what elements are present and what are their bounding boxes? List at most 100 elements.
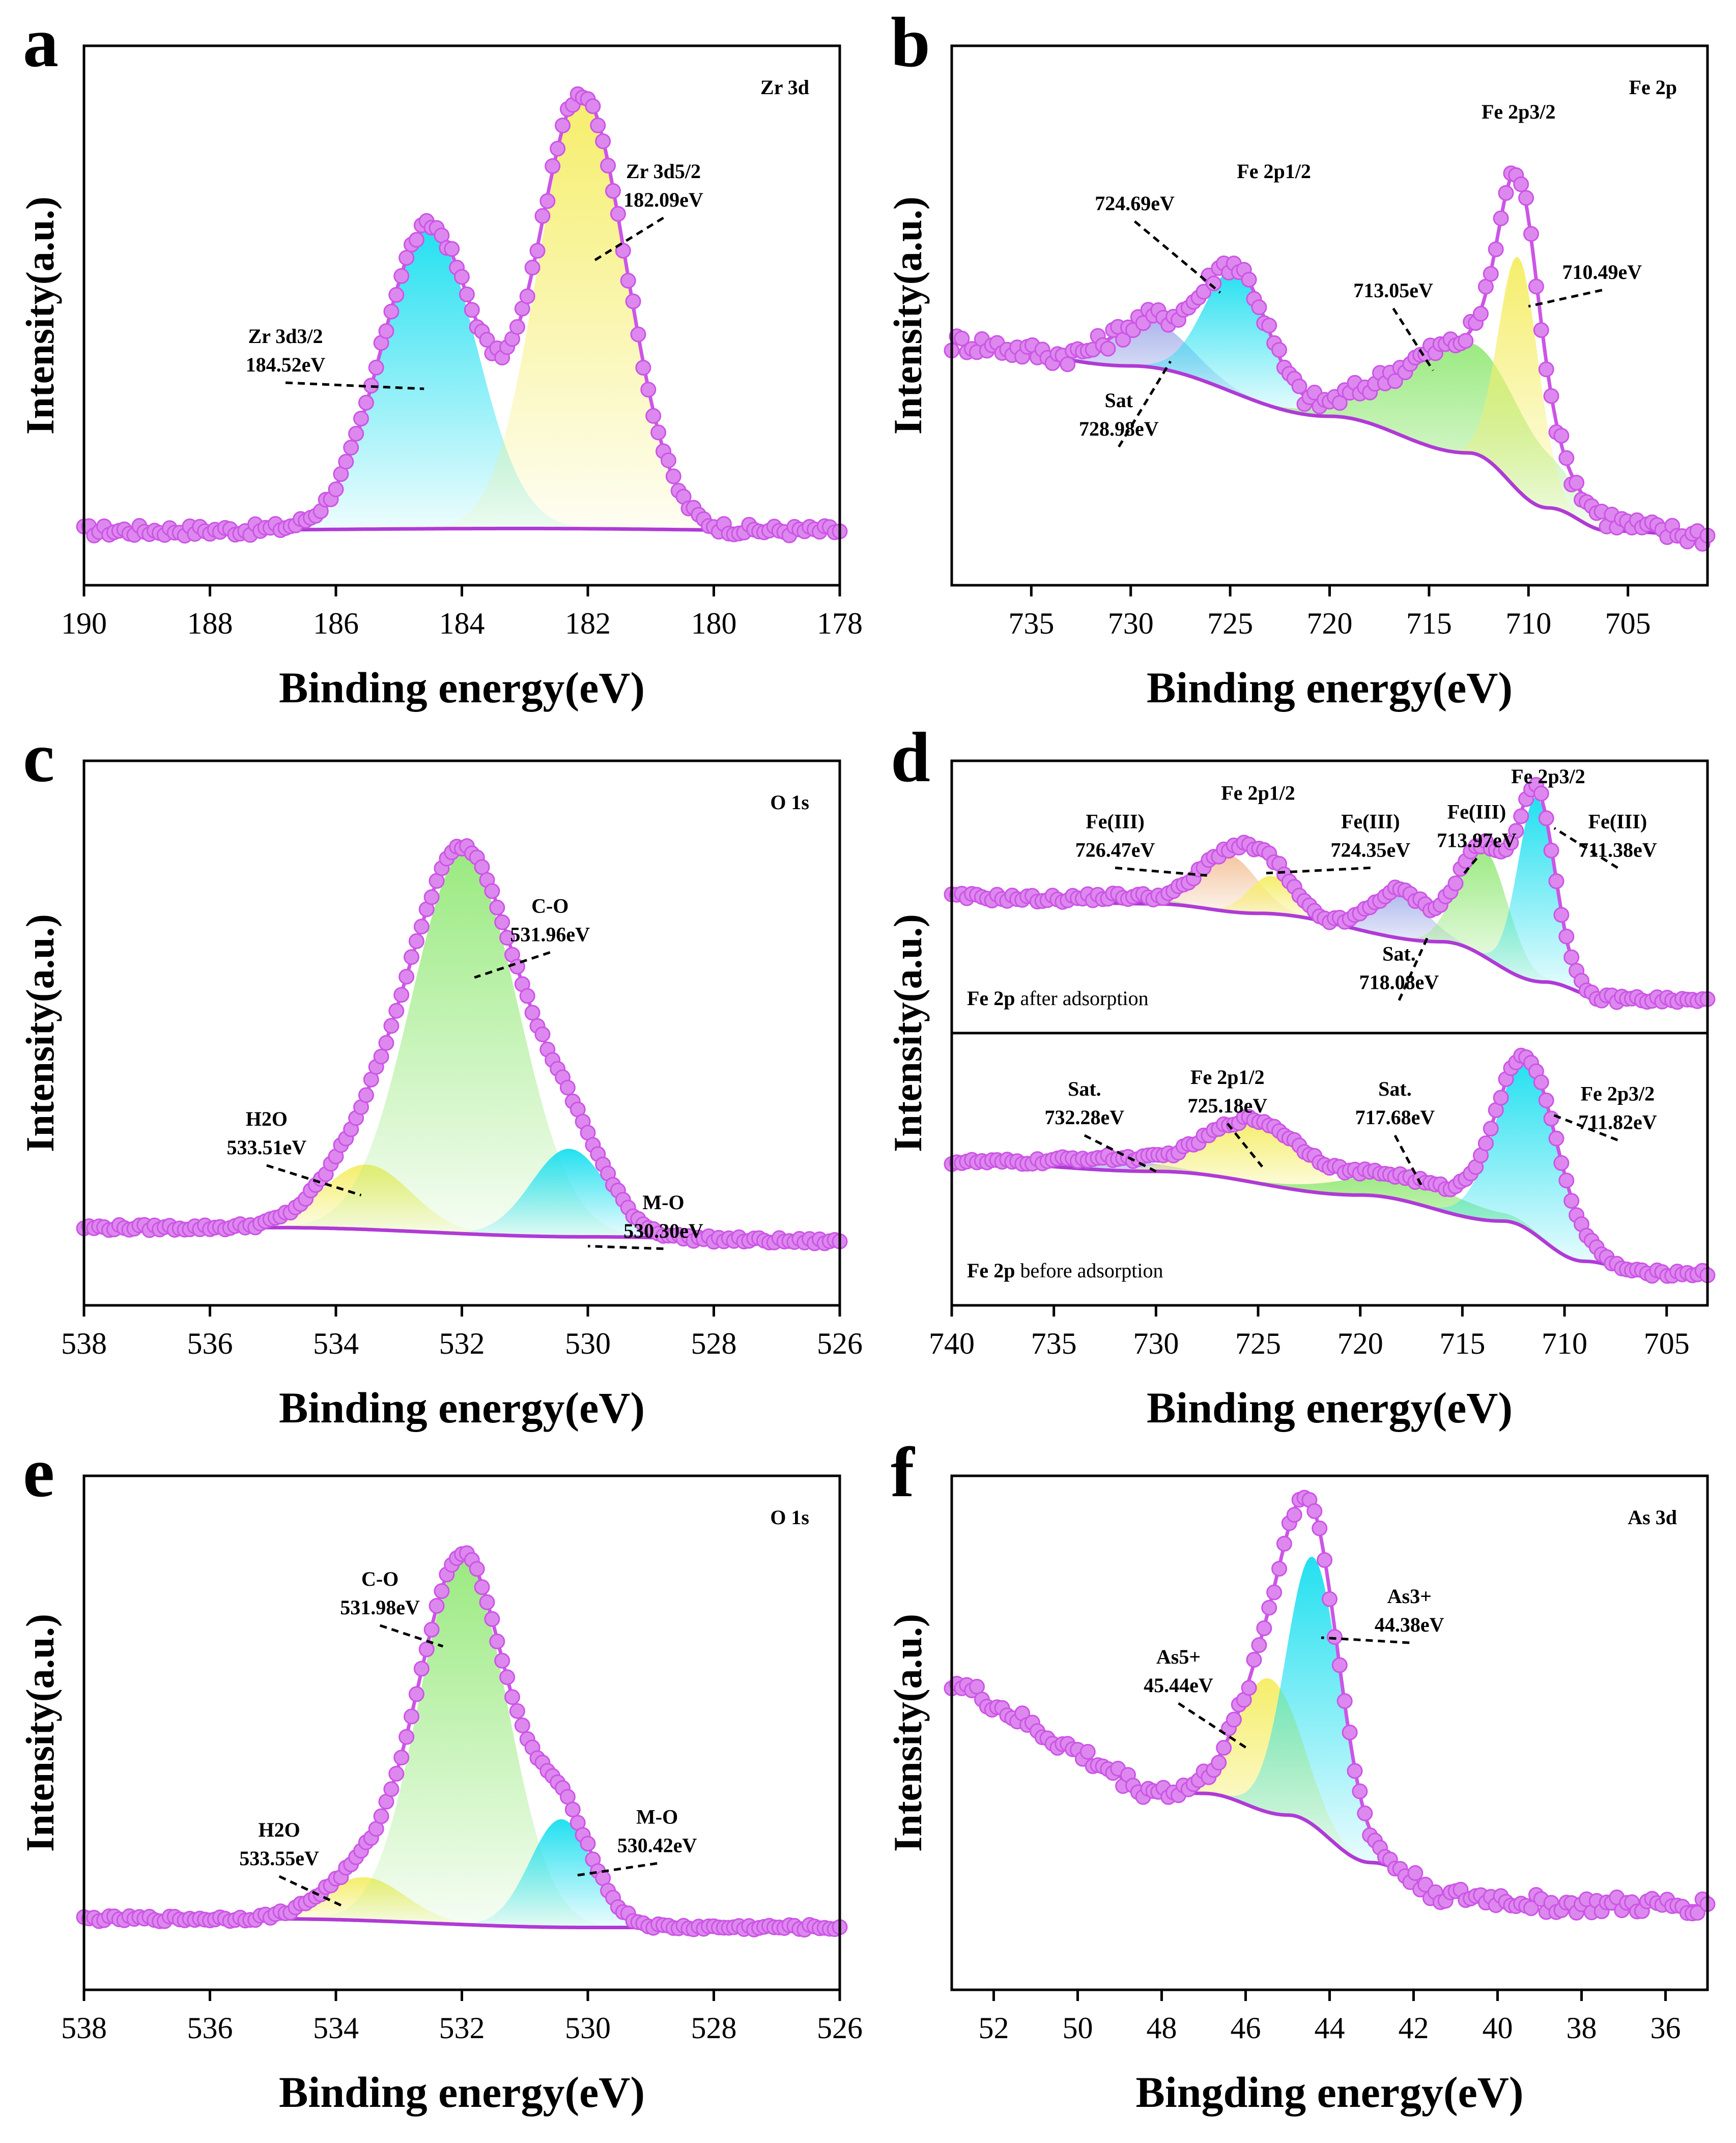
data-point <box>383 1781 400 1797</box>
data-point <box>489 1633 505 1649</box>
data-point <box>358 1087 374 1103</box>
data-point <box>504 1689 520 1705</box>
data-point <box>469 1561 485 1577</box>
data-point <box>479 1594 495 1610</box>
peak-label: Fe(III) <box>1447 801 1506 823</box>
data-point <box>373 1048 389 1065</box>
data-point <box>660 452 676 469</box>
data-point <box>399 1729 415 1745</box>
data-point <box>413 1661 430 1677</box>
y-axis-label: Intensity(a.u.) <box>886 1614 930 1852</box>
data-point <box>534 208 551 224</box>
peak-label: Sat <box>1104 389 1133 412</box>
x-tick-label: 538 <box>61 1327 107 1360</box>
x-tick-label: 528 <box>691 1327 737 1360</box>
data-point <box>665 468 681 484</box>
peak-label: 710.49eV <box>1562 261 1642 283</box>
data-point <box>1286 1507 1302 1523</box>
x-tick-label: 720 <box>1307 607 1353 640</box>
peak-label: 725.18eV <box>1188 1094 1268 1117</box>
data-point <box>954 330 970 347</box>
y-axis-label: Intensity(a.u.) <box>18 914 62 1152</box>
panel-letter: f <box>891 1433 915 1512</box>
data-point <box>1543 1110 1559 1127</box>
y-axis-label: Intensity(a.u.) <box>886 196 930 435</box>
data-point <box>1271 1561 1287 1577</box>
data-point <box>489 899 505 916</box>
peak-label: Fe(III) <box>1588 810 1647 833</box>
data-point <box>494 914 510 930</box>
leader-line <box>1321 1636 1410 1644</box>
subtitle: As 3d <box>1628 1506 1677 1529</box>
peak-label: 718.08eV <box>1359 971 1439 994</box>
data-point <box>484 1611 500 1627</box>
leader-line <box>1393 1134 1423 1186</box>
data-point <box>539 193 556 209</box>
data-point <box>519 988 535 1004</box>
x-tick-label: 705 <box>1605 607 1651 640</box>
peak-label: Zr 3d3/2 <box>248 325 323 348</box>
data-point <box>1553 907 1570 923</box>
peak-label: 713.05eV <box>1353 279 1433 302</box>
data-point <box>605 183 621 199</box>
data-point <box>1553 1155 1570 1171</box>
x-tick-label: 528 <box>691 2011 737 2045</box>
x-tick-label: 730 <box>1108 607 1154 640</box>
leader-line <box>1553 827 1618 869</box>
x-axis-label: Binding energy(eV) <box>1147 663 1513 712</box>
peak-label: C-O <box>531 894 568 917</box>
data-point <box>1498 185 1514 201</box>
data-point <box>580 1836 596 1852</box>
data-point <box>1533 1074 1549 1091</box>
data-point <box>1548 1130 1564 1147</box>
data-point <box>1508 823 1524 839</box>
data-point <box>625 293 641 309</box>
data-point <box>610 206 626 222</box>
peak-label: Fe 2p3/2 <box>1511 765 1585 788</box>
component-peak-yellow <box>1457 257 1580 521</box>
x-tick-label: 526 <box>817 1327 863 1360</box>
x-tick-label: 730 <box>1133 1327 1179 1360</box>
data-point <box>383 303 400 320</box>
peak-label: 724.35eV <box>1330 838 1410 861</box>
panel-c: H2O 533.51eV C-O 531.96eV M-O 530.30eV O 1s 538… <box>18 718 863 1432</box>
data-point <box>1326 1629 1343 1645</box>
data-point <box>393 1750 410 1766</box>
x-tick-label: 715 <box>1439 1327 1485 1360</box>
data-point <box>1357 1805 1373 1821</box>
panel-f: As5+ 45.44eV As3+ 44.38eV As 3d 52 50 48 46 44 42 4… <box>886 1433 1716 2117</box>
data-point <box>519 288 535 304</box>
leader-line <box>1084 1134 1157 1173</box>
component-peak-cyan <box>1477 796 1595 997</box>
data-point <box>1493 1090 1509 1106</box>
data-point <box>1553 427 1570 444</box>
x-tick-label: 52 <box>979 2011 1009 2045</box>
data-point <box>1347 1763 1363 1779</box>
subtitle: Fe 2p <box>1629 76 1677 99</box>
data-point <box>1483 266 1499 282</box>
panel-b: Sat 728.98eV 724.69eV Fe 2p1/2 713.05eV Fe 2p… <box>886 3 1716 712</box>
data-point <box>1317 1552 1333 1568</box>
x-tick-label: 178 <box>817 607 863 640</box>
x-tick-label: 534 <box>313 1327 359 1360</box>
data-point <box>1483 1121 1499 1137</box>
data-point <box>514 1717 530 1733</box>
panel-letter: c <box>23 718 54 797</box>
peak-label: M-O <box>642 1191 684 1214</box>
x-tick-label: 186 <box>313 607 359 640</box>
leader-line <box>1528 289 1603 308</box>
x-tick-label: 720 <box>1337 1327 1383 1360</box>
data-point <box>353 411 369 426</box>
data-point <box>650 424 667 441</box>
data-point <box>1226 1711 1242 1728</box>
component-peak-green <box>322 1557 602 1928</box>
peak-label: 184.52eV <box>246 353 326 376</box>
data-point <box>399 968 415 985</box>
x-axis-label: Binding energy(eV) <box>1147 1383 1513 1432</box>
data-point <box>1538 361 1554 378</box>
data-point <box>474 1579 490 1595</box>
subtitle: Zr 3d <box>760 76 809 99</box>
component-peak-green <box>293 854 634 1238</box>
data-point <box>1569 475 1585 491</box>
data-point <box>418 1641 435 1658</box>
